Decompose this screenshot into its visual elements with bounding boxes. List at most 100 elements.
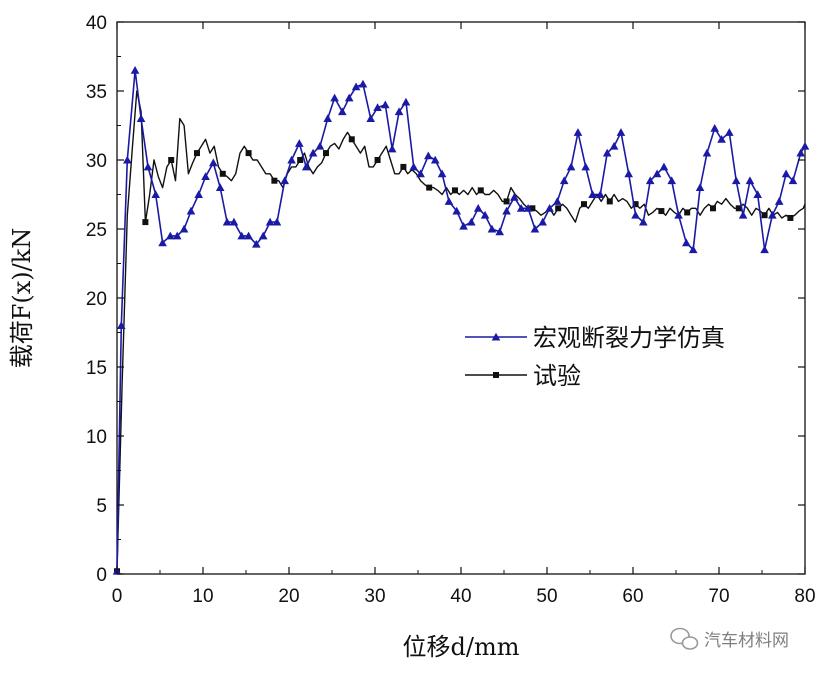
series-test [114,90,806,575]
x-tick-label: 50 [536,586,557,607]
data-point [559,176,569,185]
data-point [709,205,716,212]
data-point [688,245,698,254]
y-tick-label: 30 [86,151,107,172]
data-point [330,93,339,102]
data-point [295,139,304,147]
data-point [652,169,662,178]
data-point [123,155,132,164]
data-point [639,217,648,226]
data-point [287,155,296,164]
data-point [323,114,332,123]
y-tick-label: 10 [86,427,107,448]
data-point [682,238,691,247]
x-tick-label: 0 [112,586,123,607]
data-point [130,66,140,74]
data-point [606,198,613,205]
data-point [761,212,768,219]
data-point [523,204,533,212]
data-point [219,170,226,177]
watermark-text: 汽车材料网 [704,631,789,651]
data-point [426,184,433,191]
data-point [381,100,390,109]
data-point [788,176,798,185]
data-point [172,231,182,240]
data-point [602,148,612,157]
data-point [632,201,639,208]
data-point [477,187,484,194]
legend-label: 宏观断裂力学仿真 [533,324,725,352]
data-point [244,231,253,240]
data-point [581,162,590,171]
legend-marker [493,372,499,378]
data-point [555,205,562,212]
data-point [659,162,669,171]
data-point [503,198,510,205]
data-point [374,157,381,163]
data-point [400,163,407,170]
data-point [252,239,261,248]
data-point [322,150,329,157]
data-point [596,190,605,198]
data-point [674,210,683,219]
data-point [201,172,210,180]
data-point [280,176,289,185]
data-point [588,190,597,198]
data-point [151,190,160,198]
series-line [116,69,806,572]
wechat-icon [670,627,699,650]
data-point [265,217,275,226]
data-point [495,227,504,236]
data-point [297,157,304,163]
data-point [800,141,810,150]
series-line [116,90,806,572]
data-point [358,79,368,88]
legend-marker [491,332,501,341]
data-point [193,150,200,157]
x-tick-label: 40 [450,586,471,607]
data-point [695,183,705,192]
x-tick-label: 10 [192,586,213,607]
y-tick-label: 20 [86,289,107,310]
data-point [658,208,665,215]
data-point [215,183,225,192]
data-point [702,148,712,157]
data-point [616,128,626,136]
data-point [645,176,655,185]
data-point [580,201,587,208]
x-tick-label: 70 [708,586,729,607]
data-point [451,187,458,194]
data-point [624,169,633,178]
data-point [796,148,805,157]
data-point [631,210,640,219]
data-point [480,210,490,219]
data-point [566,162,576,171]
data-point [315,141,325,150]
watermark: 汽车材料网 [670,627,789,651]
data-point [117,321,126,330]
data-point [136,114,146,123]
data-point [545,204,554,212]
data-point [245,150,252,157]
data-point [166,231,175,240]
x-tick-label: 60 [622,586,643,607]
data-point [609,141,619,150]
data-point [366,114,375,123]
data-point [308,148,318,157]
legend-item: 试验 [465,362,581,390]
data-point [529,205,536,212]
data-point [459,221,468,230]
data-point [735,205,742,212]
data-point [186,206,196,215]
data-point [781,169,791,178]
data-point [394,107,404,116]
data-point [516,204,526,212]
data-point [344,93,354,102]
legend-label: 试验 [533,362,581,390]
x-tick-label: 80 [794,586,815,607]
data-point [467,217,476,226]
y-tick-label: 0 [96,565,107,586]
data-point [142,219,149,226]
data-point [258,231,268,240]
data-point [237,231,246,240]
